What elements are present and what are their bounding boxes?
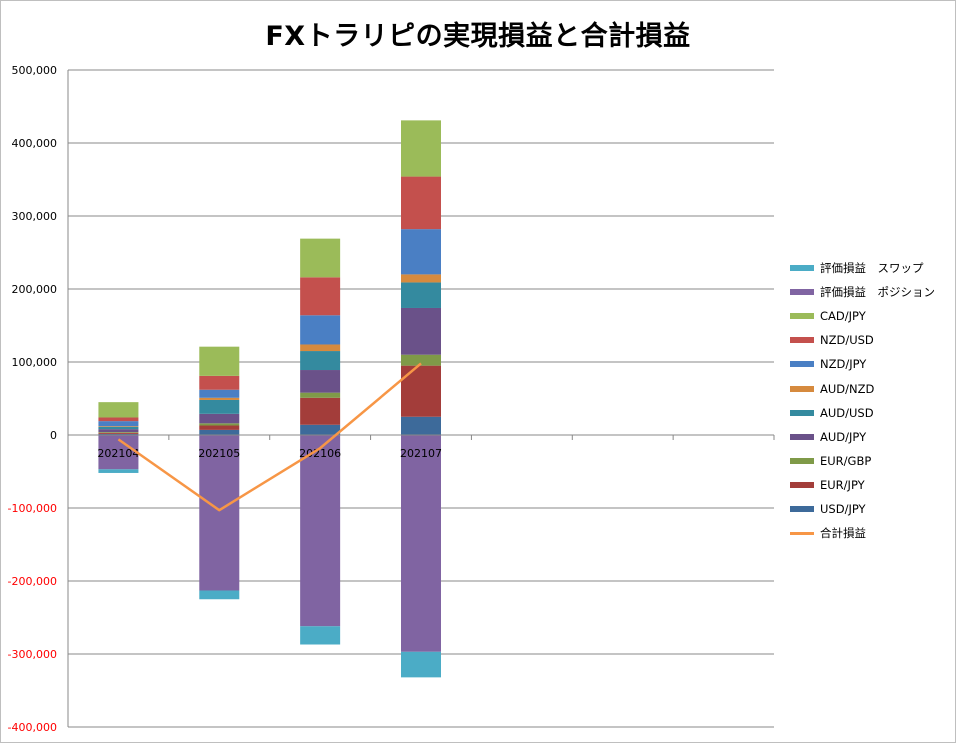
bar-segment [98,432,139,433]
y-tick-label: 400,000 [12,137,58,150]
bar-segment [98,402,139,418]
legend-swatch [790,457,814,464]
bar-segment [199,389,240,398]
legend-label: NZD/USD [820,333,874,348]
x-tick-label: 202107 [400,447,442,460]
bar-segment [300,626,341,645]
y-tick-label: 200,000 [12,283,58,296]
bar-segment [199,429,240,435]
legend-swatch [790,313,814,320]
legend-label: EUR/JPY [820,477,865,492]
legend-item: EUR/GBP [790,449,950,473]
legend-swatch [790,289,814,296]
legend-item: NZD/USD [790,328,950,352]
legend-item: 合計損益 [790,521,950,545]
bar-segment [401,120,441,177]
legend-swatch [790,385,814,392]
bar-segment [98,432,139,434]
bar-segment [401,274,441,283]
bar-segment [199,590,240,600]
x-tick-label: 202106 [299,447,341,460]
bar-segment [199,375,240,390]
bar-segment [199,399,240,414]
bar-segment [401,354,441,366]
bar-segment [199,435,240,591]
x-tick-label: 202104 [97,447,139,460]
legend: 評価損益 スワップ 評価損益 ポジション CAD/JPY NZD/USD NZD/JPY… [790,256,950,545]
bar-segment [300,277,341,316]
bar-segment [401,176,441,230]
bar-segment [98,417,139,422]
bar-segment [98,469,139,473]
y-tick-label: -400,000 [8,721,57,734]
bar-segment [199,397,240,400]
legend-label: AUD/NZD [820,381,875,396]
legend-item: AUD/USD [790,401,950,425]
legend-item: EUR/JPY [790,473,950,497]
legend-label: 合計損益 [820,526,866,541]
legend-swatch [790,337,814,344]
legend-label: 評価損益 ポジション [820,285,935,300]
y-tick-label: 0 [50,429,57,442]
y-tick-label: 500,000 [12,64,58,77]
legend-swatch [790,481,814,488]
bar-segment [401,307,441,355]
legend-item: AUD/NZD [790,376,950,400]
bar-segment [300,344,341,352]
legend-swatch [790,505,814,512]
legend-item: AUD/JPY [790,425,950,449]
bar-segment [401,229,441,275]
bar-segment [401,435,441,652]
legend-label: NZD/JPY [820,357,867,372]
legend-item: NZD/JPY [790,352,950,376]
bar-segment [98,426,139,430]
legend-label: CAD/JPY [820,309,866,324]
bar-segment [98,429,139,433]
bar-segment [300,424,341,435]
legend-item: USD/JPY [790,497,950,521]
bar-segment [401,365,441,417]
bar-segment [401,651,441,678]
legend-swatch [790,531,814,535]
y-tick-label: -200,000 [8,575,57,588]
legend-label: 評価損益 スワップ [820,261,924,276]
bar-segment [300,351,341,371]
legend-item: 評価損益 ポジション [790,280,950,304]
bar-segment [199,346,240,376]
chart-title: FXトラリピの実現損益と合計損益 [265,21,691,52]
legend-label: AUD/USD [820,405,874,420]
bar-segment [199,423,240,426]
bar-segment [98,426,139,427]
bar-segment [98,421,139,427]
x-tick-label: 202105 [198,447,240,460]
bar-segment [199,425,240,430]
legend-label: AUD/JPY [820,429,867,444]
bar-segment [300,238,341,278]
bar-segment [98,433,139,435]
bar-segment [401,282,441,308]
legend-swatch [790,361,814,368]
bar-segment [300,435,341,627]
legend-item: 評価損益 スワップ [790,256,950,280]
total-line [117,362,422,512]
bar-segment [199,413,240,424]
legend-swatch [790,265,814,272]
bar-segment [300,392,341,398]
bar-segment [300,397,341,425]
legend-swatch [790,433,814,440]
y-tick-label: -300,000 [8,648,57,661]
y-tick-label: 300,000 [12,210,58,223]
legend-swatch [790,409,814,416]
legend-label: USD/JPY [820,501,866,516]
y-tick-label: 100,000 [12,356,58,369]
bar-segment [300,370,341,393]
bar-segment [300,315,341,345]
legend-label: EUR/GBP [820,453,872,468]
y-tick-label: -100,000 [8,502,57,515]
legend-item: CAD/JPY [790,304,950,328]
bar-segment [401,416,441,435]
